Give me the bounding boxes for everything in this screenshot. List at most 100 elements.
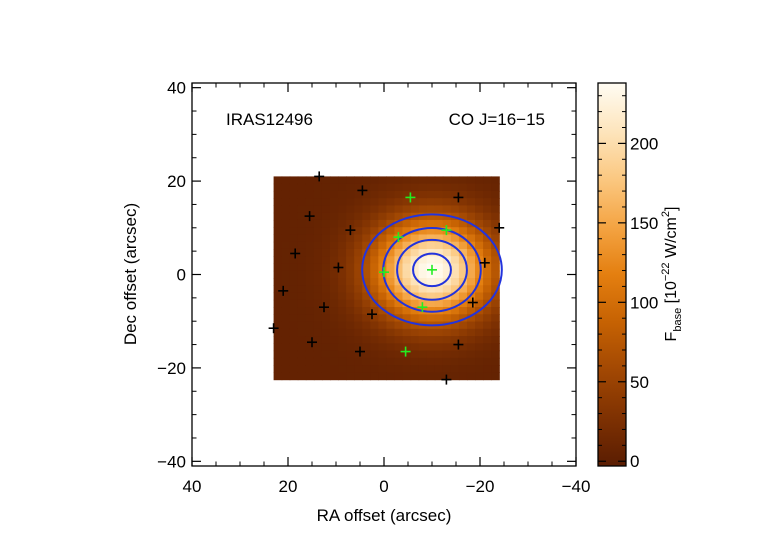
map-pixel xyxy=(418,365,428,373)
map-pixel xyxy=(281,285,291,294)
map-pixel xyxy=(386,248,396,257)
colorbar-tick-label: 100 xyxy=(630,293,658,312)
map-pixel xyxy=(330,321,339,330)
map-pixel xyxy=(442,321,452,330)
map-pixel xyxy=(338,256,347,265)
map-pixel xyxy=(418,357,428,366)
map-pixel xyxy=(458,321,468,330)
map-pixel xyxy=(402,256,412,265)
map-pixel xyxy=(354,270,363,279)
map-pixel xyxy=(273,256,283,265)
map-pixel xyxy=(330,219,339,228)
black-pixel-marker xyxy=(453,192,464,203)
map-pixel xyxy=(321,292,331,301)
map-pixel xyxy=(442,205,452,214)
contour-layer xyxy=(361,213,503,327)
map-pixel xyxy=(402,234,412,243)
map-pixel xyxy=(418,278,428,286)
map-pixel xyxy=(466,357,476,366)
map-pixel xyxy=(362,321,371,330)
map-pixel xyxy=(378,205,387,214)
map-pixel xyxy=(402,205,412,214)
map-pixel xyxy=(491,365,500,373)
map-pixel xyxy=(466,234,476,243)
map-pixel xyxy=(378,219,387,228)
map-pixel xyxy=(289,372,299,381)
map-pixel xyxy=(483,270,492,279)
map-pixel xyxy=(378,234,387,243)
map-pixel xyxy=(418,256,428,265)
map-pixel xyxy=(434,248,444,257)
map-pixel xyxy=(330,328,339,337)
map-pixel xyxy=(273,314,283,323)
map-pixel xyxy=(386,343,396,352)
map-pixel xyxy=(483,219,492,228)
map-pixel xyxy=(297,372,307,381)
map-pixel xyxy=(354,190,363,199)
map-pixel xyxy=(330,350,339,359)
map-pixel xyxy=(458,270,468,279)
map-pixel xyxy=(458,183,468,192)
colorbar-label-units: [10 xyxy=(663,281,680,308)
green-pixel-marker xyxy=(379,267,389,278)
map-pixel xyxy=(289,299,299,308)
map-pixel xyxy=(313,234,323,243)
map-pixel xyxy=(402,336,412,344)
map-pixel xyxy=(273,234,283,243)
map-pixel xyxy=(330,314,339,323)
map-pixel xyxy=(475,183,484,192)
map-pixel xyxy=(354,336,363,344)
map-pixel xyxy=(450,234,460,243)
map-pixel xyxy=(346,365,355,373)
map-pixel xyxy=(491,219,500,228)
black-pixel-marker xyxy=(333,262,344,273)
map-pixel xyxy=(346,183,355,192)
map-pixel xyxy=(402,212,412,221)
map-pixel xyxy=(378,372,387,381)
map-pixel xyxy=(442,263,452,272)
map-pixel xyxy=(410,285,420,294)
map-pixel xyxy=(394,219,404,228)
colorbar-label-main: F xyxy=(663,331,680,341)
map-pixel xyxy=(434,198,444,207)
map-pixel xyxy=(289,278,299,286)
map-pixel xyxy=(289,343,299,352)
map-pixel xyxy=(466,285,476,294)
map-pixel xyxy=(426,183,436,192)
map-pixel xyxy=(386,299,396,308)
map-pixel xyxy=(410,234,420,243)
map-pixel xyxy=(402,307,412,315)
map-pixel xyxy=(394,357,404,366)
map-pixel xyxy=(450,307,460,315)
map-pixel xyxy=(491,372,500,381)
map-pixel xyxy=(321,241,331,250)
map-pixel xyxy=(475,314,484,323)
map-pixel xyxy=(297,292,307,301)
map-pixel xyxy=(402,357,412,366)
map-pixel xyxy=(386,176,396,185)
map-pixel xyxy=(362,256,371,265)
map-pixel xyxy=(475,357,484,366)
map-pixel xyxy=(321,343,331,352)
map-pixel xyxy=(313,270,323,279)
map-pixel xyxy=(418,205,428,214)
colorbar-ticks: 0 50 100 150 200 xyxy=(598,95,658,471)
map-pixel xyxy=(450,198,460,207)
map-pixel xyxy=(338,299,347,308)
map-pixel xyxy=(321,285,331,294)
map-pixel xyxy=(475,263,484,272)
map-pixel xyxy=(338,270,347,279)
map-pixel xyxy=(273,183,283,192)
map-pixel xyxy=(362,336,371,344)
map-pixel xyxy=(434,205,444,214)
map-pixel xyxy=(450,205,460,214)
map-pixel xyxy=(402,314,412,323)
map-pixel xyxy=(450,241,460,250)
map-pixel xyxy=(491,336,500,344)
map-pixel xyxy=(378,241,387,250)
map-pixel xyxy=(305,328,315,337)
map-pixel xyxy=(386,321,396,330)
map-pixel xyxy=(394,198,404,207)
map-pixel xyxy=(378,248,387,257)
map-pixel xyxy=(346,270,355,279)
